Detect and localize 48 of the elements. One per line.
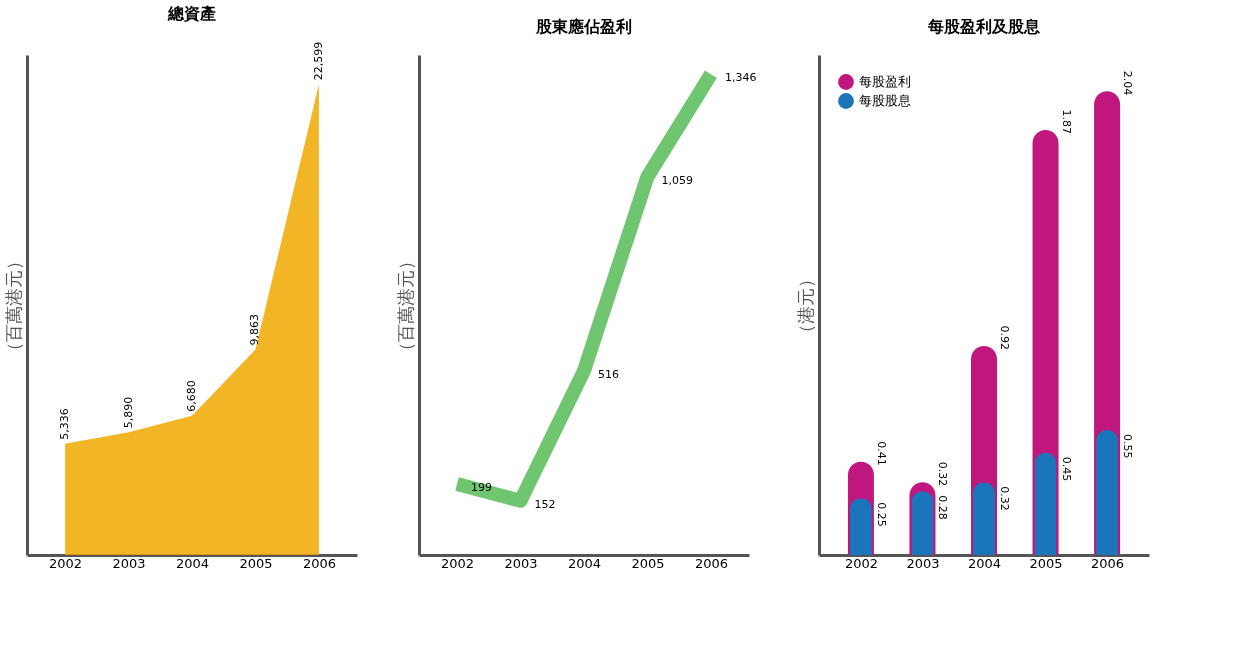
data-label: 5,336 xyxy=(58,408,72,440)
data-label: 5,890 xyxy=(121,396,135,429)
legend-label: 每股股息 xyxy=(859,93,911,108)
data-label: 1,346 xyxy=(724,71,757,85)
y-axis-title: （百萬港元） xyxy=(394,251,416,360)
chart-title: 每股盈利及股息 xyxy=(927,17,1041,36)
x-tick-label: 2002 xyxy=(844,555,878,571)
data-label: 0.32 xyxy=(936,461,950,487)
x-tick-label: 2006 xyxy=(302,555,336,571)
data-label: 0.28 xyxy=(936,495,950,520)
x-tick-label: 2004 xyxy=(175,555,210,571)
data-label: 152 xyxy=(534,497,556,511)
x-tick-label: 2006 xyxy=(694,555,728,571)
x-tick-label: 2005 xyxy=(239,555,273,571)
data-label: 1,059 xyxy=(661,173,693,187)
bar xyxy=(1096,430,1119,555)
data-label: 0.41 xyxy=(874,441,888,466)
data-label: 1.87 xyxy=(1059,109,1073,134)
data-label: 2.04 xyxy=(1121,70,1135,96)
x-tick-label: 2006 xyxy=(1091,555,1125,571)
bar xyxy=(973,482,995,555)
chart-title: 股東應佔盈利 xyxy=(535,17,632,36)
chart-title: 總資產 xyxy=(167,3,216,23)
data-label: 516 xyxy=(598,367,619,381)
x-tick-label: 2004 xyxy=(967,555,1002,571)
data-label: 9,863 xyxy=(248,314,262,346)
bar xyxy=(911,491,934,555)
y-axis-title: （百萬港元） xyxy=(2,251,24,360)
data-label: 0.92 xyxy=(998,325,1011,350)
data-label: 0.25 xyxy=(874,502,888,527)
bar xyxy=(1034,452,1057,555)
data-label: 0.45 xyxy=(1059,456,1073,482)
x-tick-label: 2005 xyxy=(631,555,665,571)
data-label: 0.55 xyxy=(1121,434,1135,459)
x-tick-label: 2004 xyxy=(567,555,602,571)
x-tick-label: 2003 xyxy=(906,555,940,571)
data-label: 199 xyxy=(471,480,493,494)
x-tick-label: 2002 xyxy=(441,555,475,571)
legend-label: 每股盈利 xyxy=(859,74,911,89)
bar xyxy=(849,498,872,555)
x-tick-label: 2003 xyxy=(112,555,146,571)
data-label: 22,599 xyxy=(311,41,325,81)
data-label: 0.32 xyxy=(998,486,1011,511)
x-tick-label: 2005 xyxy=(1029,555,1063,571)
x-tick-label: 2003 xyxy=(504,555,538,571)
data-label: 6,680 xyxy=(185,380,198,412)
x-tick-label: 2002 xyxy=(49,555,83,571)
y-axis-title: （港元） xyxy=(794,269,816,342)
